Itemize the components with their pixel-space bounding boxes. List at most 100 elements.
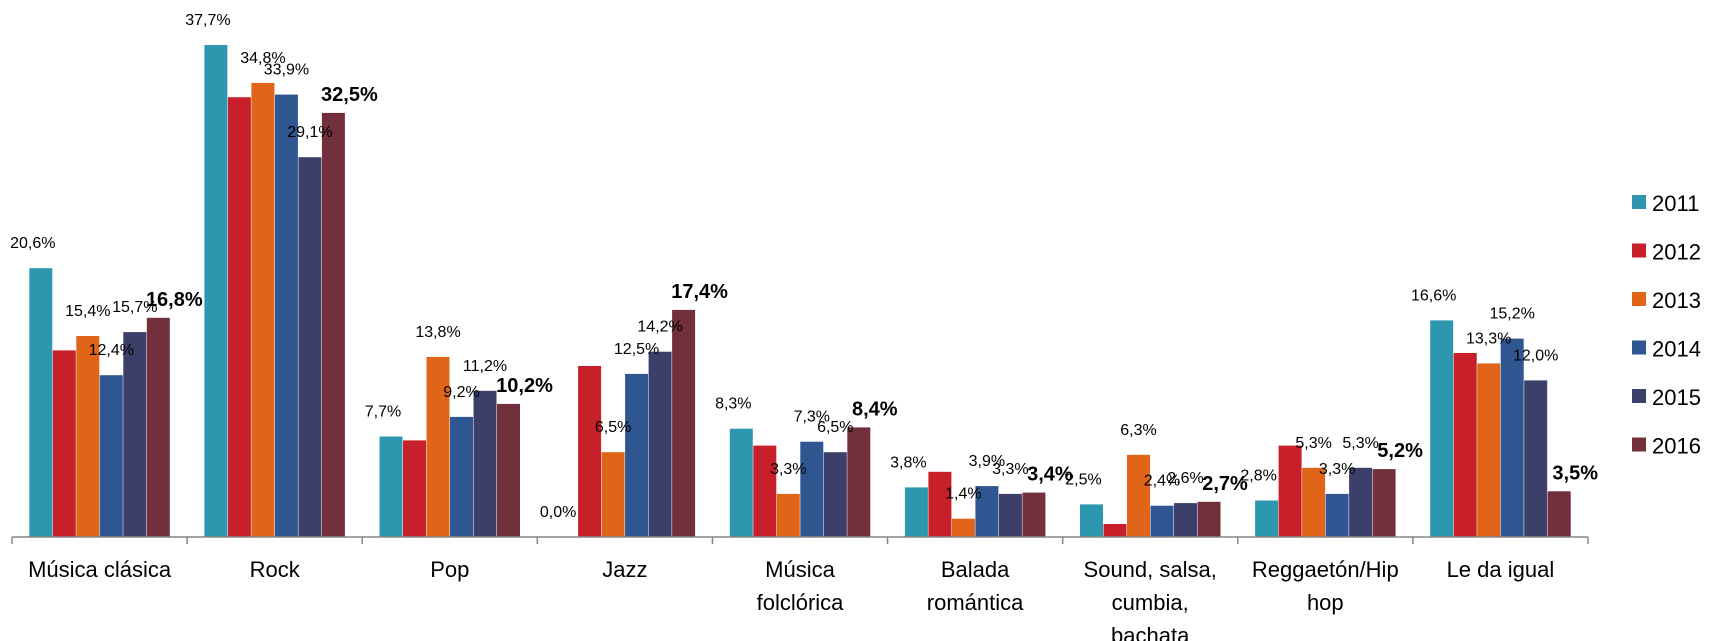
data-label-2011-7: 2,8% [1240, 468, 1276, 485]
data-label-2011-8: 16,6% [1411, 287, 1456, 304]
bar-2015-4 [823, 452, 847, 537]
data-label-2014-3: 12,5% [614, 341, 659, 358]
bar-2011-1 [204, 45, 228, 537]
data-label-2016-7: 5,2% [1377, 440, 1423, 462]
bar-2015-5 [998, 493, 1022, 537]
legend-label-2014: 2014 [1652, 337, 1701, 362]
bars-group [29, 45, 1571, 538]
bar-2016-1 [321, 112, 345, 538]
bar-2014-4 [800, 441, 824, 537]
legend-swatch-2014 [1632, 340, 1646, 355]
legend-swatch-2016 [1632, 437, 1646, 452]
bar-2011-4 [729, 428, 753, 537]
legend-swatch-2015 [1632, 389, 1646, 403]
bar-2012-1 [227, 97, 251, 537]
bar-2016-7 [1372, 469, 1396, 537]
bar-2012-6 [1103, 524, 1127, 538]
category-label-7: Reggaetón/Hip hop [1252, 557, 1399, 615]
legend-label-2011: 2011 [1652, 191, 1699, 216]
data-label-2016-0: 16,8% [146, 289, 203, 311]
bar-2013-1 [251, 82, 275, 538]
bar-2015-3 [648, 351, 672, 537]
data-label-2015-7: 5,3% [1342, 435, 1378, 452]
bar-2012-2 [403, 440, 426, 537]
data-label-2016-2: 10,2% [496, 375, 553, 397]
bar-2016-3 [672, 309, 696, 537]
bar-2011-7 [1255, 500, 1279, 537]
bar-2012-3 [578, 366, 602, 537]
data-label-2011-5: 3,8% [890, 454, 926, 471]
bar-2013-7 [1302, 467, 1326, 537]
data-label-2014-2: 9,2% [443, 384, 479, 401]
bar-2015-1 [298, 157, 322, 537]
bar-2013-0 [76, 336, 100, 537]
bar-2014-1 [274, 94, 298, 537]
legend-swatch-2012 [1632, 243, 1646, 258]
legend-label-2015: 2015 [1652, 385, 1701, 410]
data-label-2016-5: 3,4% [1027, 464, 1073, 486]
x-axis-ticks [11, 537, 1589, 544]
bar-2016-5 [1022, 492, 1046, 537]
data-label-2013-6: 6,3% [1120, 422, 1156, 439]
bar-2016-2 [497, 403, 520, 537]
data-label-2013-4: 3,3% [770, 461, 806, 478]
bar-2016-6 [1197, 501, 1221, 537]
bar-2011-0 [29, 268, 53, 537]
data-label-2014-0: 12,4% [89, 342, 134, 359]
data-label-2016-6: 2,7% [1202, 473, 1248, 495]
data-label-2015-8: 12,0% [1513, 347, 1558, 364]
data-labels-group: 20,6% 37,7% 7,7% 0,0% 8,3% 3,8% 2,5% 2,8% 16,6% 1… [10, 12, 1598, 521]
bar-2015-0 [123, 332, 147, 537]
bar-2014-8 [1500, 338, 1524, 537]
data-label-2014-7: 3,3% [1319, 461, 1355, 478]
legend-label-2013: 2013 [1652, 288, 1701, 313]
category-label-8: Le da igual [1447, 557, 1555, 582]
category-label-3: Jazz [602, 557, 647, 582]
bar-2013-2 [426, 356, 450, 537]
category-labels-group: Música clásica Rock Pop Jazz Música folclóric… [28, 557, 1554, 641]
data-label-2016-3: 17,4% [671, 281, 728, 303]
bar-2014-7 [1325, 493, 1349, 537]
bar-2012-0 [52, 350, 76, 537]
bar-2014-3 [625, 373, 649, 537]
data-label-2013-1: 34,8% [240, 50, 285, 67]
data-label-2015-2: 11,2% [463, 358, 507, 375]
bar-2016-0 [146, 317, 170, 537]
legend-swatch-2011 [1632, 195, 1646, 209]
data-label-2015-6: 2,6% [1167, 470, 1203, 487]
bar-2012-7 [1278, 445, 1302, 537]
data-label-2016-1: 32,5% [321, 84, 378, 106]
data-label-2013-2: 13,8% [415, 324, 460, 341]
category-label-0: Música clásica [28, 557, 172, 582]
data-label-2015-4: 6,5% [817, 419, 853, 436]
data-label-2014-5: 3,9% [969, 453, 1005, 470]
data-label-2013-3: 6,5% [595, 419, 631, 436]
data-label-2014-4: 7,3% [794, 409, 830, 426]
bar-2015-2 [473, 390, 497, 537]
data-label-2011-6: 2,5% [1065, 471, 1101, 488]
bar-2011-6 [1080, 504, 1103, 537]
data-label-2011-3: 0,0% [540, 504, 576, 521]
data-label-2015-0: 15,7% [112, 299, 157, 316]
data-label-2016-4: 8,4% [852, 398, 898, 420]
bar-2014-2 [450, 416, 473, 537]
bar-2013-5 [951, 518, 975, 537]
legend-label-2012: 2012 [1652, 240, 1701, 265]
data-label-2014-6: 2,4% [1144, 473, 1180, 490]
category-label-6: Sound, salsa, cumbia, bachata [1084, 557, 1217, 641]
bar-2014-0 [99, 375, 123, 537]
bar-2011-5 [904, 487, 928, 537]
bar-2013-4 [776, 493, 800, 537]
data-label-2013-0: 15,4% [65, 303, 110, 320]
data-label-2014-1: 33,9% [264, 62, 309, 79]
bar-2012-5 [928, 471, 952, 538]
data-label-2013-5: 1,4% [945, 486, 981, 503]
data-label-2015-1: 29,1% [287, 124, 332, 141]
data-label-2011-2: 7,7% [365, 404, 401, 421]
data-label-2011-1: 37,7% [185, 12, 230, 29]
bar-2012-8 [1453, 353, 1477, 537]
bar-2015-7 [1349, 467, 1373, 537]
category-label-4: Música folclórica [757, 557, 845, 615]
bar-2016-8 [1547, 491, 1571, 537]
